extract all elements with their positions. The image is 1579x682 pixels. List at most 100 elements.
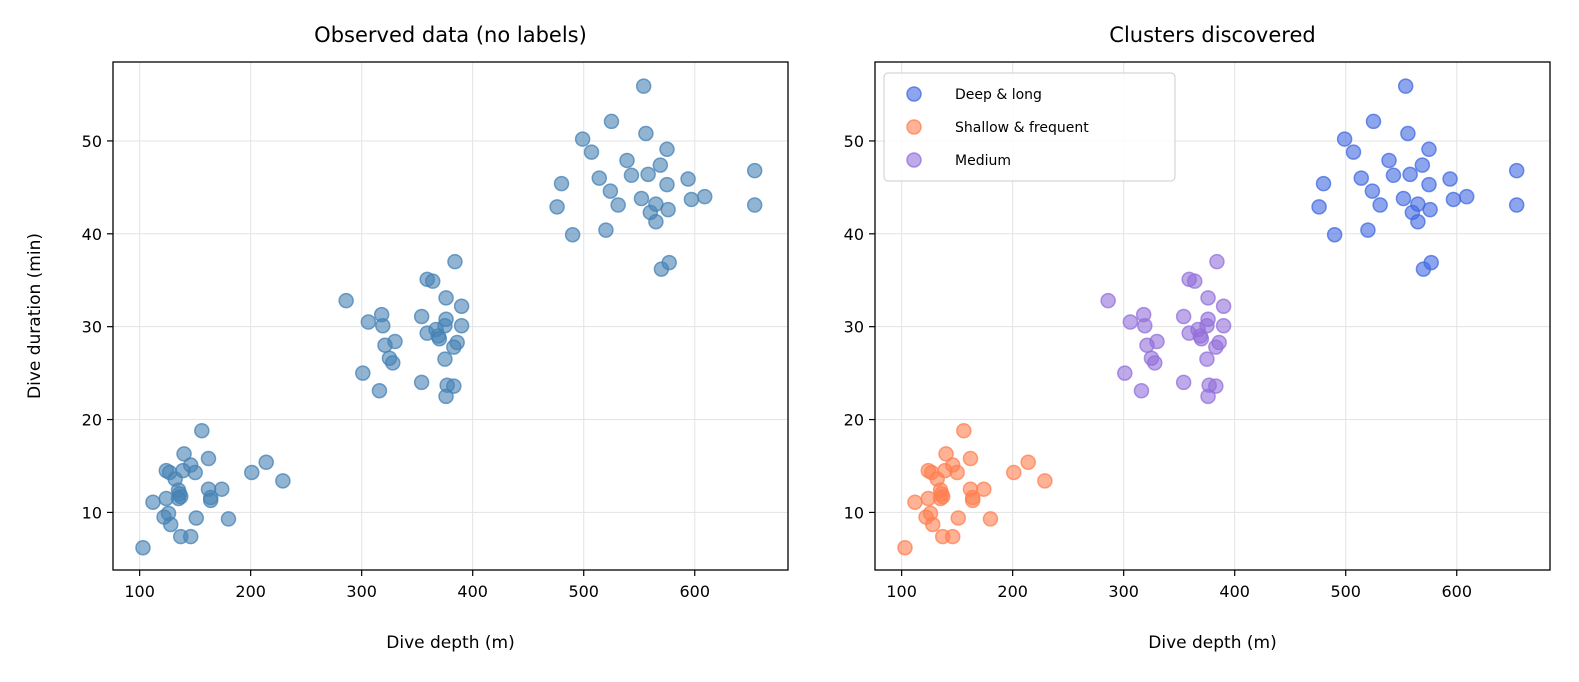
data-point xyxy=(200,450,217,467)
data-point xyxy=(188,510,205,526)
x-tick-label: 400 xyxy=(457,582,488,601)
data-point xyxy=(1208,378,1224,394)
data-point xyxy=(446,339,462,355)
data-point xyxy=(696,188,713,205)
data-point xyxy=(1381,152,1397,169)
data-point xyxy=(1422,201,1438,218)
legend-label: Deep & long xyxy=(955,87,1042,103)
data-point xyxy=(610,197,626,213)
legend-label: Medium xyxy=(955,153,1011,169)
data-point xyxy=(371,383,388,399)
data-point xyxy=(1006,464,1022,481)
x-axis-label: Dive depth (m) xyxy=(1148,633,1276,653)
data-point xyxy=(194,422,210,439)
data-point xyxy=(220,511,237,527)
data-point xyxy=(1364,183,1381,199)
data-point xyxy=(591,170,608,186)
data-point xyxy=(1175,308,1192,325)
data-point xyxy=(1020,454,1036,471)
y-tick-label: 30 xyxy=(844,318,864,337)
x-tick-label: 600 xyxy=(1441,582,1472,601)
chart-title: Clusters discovered xyxy=(1109,23,1315,47)
y-tick-label: 20 xyxy=(844,411,864,430)
data-point xyxy=(1149,333,1165,350)
data-point xyxy=(1200,388,1216,405)
data-point xyxy=(1400,125,1416,142)
data-point xyxy=(920,490,937,507)
data-point xyxy=(438,290,454,306)
chart-title: Observed data (no labels) xyxy=(314,23,587,47)
data-point xyxy=(1215,298,1232,314)
y-tick-label: 50 xyxy=(844,132,864,151)
data-point xyxy=(652,157,669,173)
data-point xyxy=(413,374,430,391)
x-tick-label: 300 xyxy=(346,582,377,601)
data-point xyxy=(446,378,462,394)
data-point xyxy=(1410,213,1426,230)
data-point xyxy=(1458,188,1475,205)
data-point xyxy=(1326,226,1343,243)
data-point xyxy=(1402,166,1418,183)
x-tick-label: 400 xyxy=(1219,582,1250,601)
data-point xyxy=(1360,222,1376,238)
data-point xyxy=(214,481,230,497)
y-tick-label: 10 xyxy=(844,503,864,522)
y-tick-label: 50 xyxy=(82,132,102,151)
data-point xyxy=(1208,339,1224,355)
axes-frame xyxy=(874,61,1551,571)
data-point xyxy=(619,152,635,169)
data-point xyxy=(1345,144,1362,160)
legend-marker xyxy=(906,119,922,135)
data-point xyxy=(202,492,219,509)
legend-label: Shallow & frequent xyxy=(955,120,1089,136)
data-point xyxy=(1186,273,1203,289)
data-point xyxy=(187,464,203,481)
data-point xyxy=(453,318,470,334)
data-point xyxy=(598,222,614,238)
y-tick-label: 30 xyxy=(82,318,102,337)
data-point xyxy=(1508,197,1525,213)
data-point xyxy=(431,331,448,347)
data-point xyxy=(355,365,371,381)
data-point xyxy=(1385,167,1402,184)
data-point xyxy=(633,190,650,207)
data-point xyxy=(1315,175,1332,192)
data-point xyxy=(1421,176,1437,193)
data-point xyxy=(1200,290,1216,306)
y-tick-label: 10 xyxy=(82,503,102,522)
data-point xyxy=(746,162,763,179)
data-point xyxy=(549,199,565,215)
data-point xyxy=(387,333,403,350)
data-point xyxy=(1209,253,1225,270)
x-tick-label: 200 xyxy=(997,582,1028,601)
data-point xyxy=(924,516,941,533)
x-tick-label: 100 xyxy=(124,582,155,601)
y-axis-label: Dive duration (min) xyxy=(25,233,45,399)
data-point xyxy=(258,454,274,471)
data-point xyxy=(1117,365,1133,381)
data-point xyxy=(1215,318,1232,334)
x-tick-label: 500 xyxy=(1330,582,1361,601)
data-point xyxy=(1395,190,1412,207)
y-tick-label: 40 xyxy=(82,225,102,244)
data-point xyxy=(1353,170,1370,186)
y-tick-label: 40 xyxy=(844,225,864,244)
data-point xyxy=(602,183,619,199)
data-point xyxy=(949,464,965,481)
data-point xyxy=(897,539,913,556)
data-point xyxy=(1372,197,1388,213)
data-point xyxy=(1175,374,1192,391)
data-point xyxy=(1508,162,1525,179)
data-point xyxy=(158,490,175,507)
data-point xyxy=(564,226,581,243)
data-point xyxy=(583,144,600,160)
data-point xyxy=(638,125,654,142)
data-point xyxy=(976,481,992,497)
data-point xyxy=(1147,355,1163,371)
data-point xyxy=(938,446,954,462)
data-point xyxy=(907,494,923,510)
data-point xyxy=(982,511,999,527)
data-point xyxy=(375,318,391,334)
y-tick-label: 20 xyxy=(82,411,102,430)
